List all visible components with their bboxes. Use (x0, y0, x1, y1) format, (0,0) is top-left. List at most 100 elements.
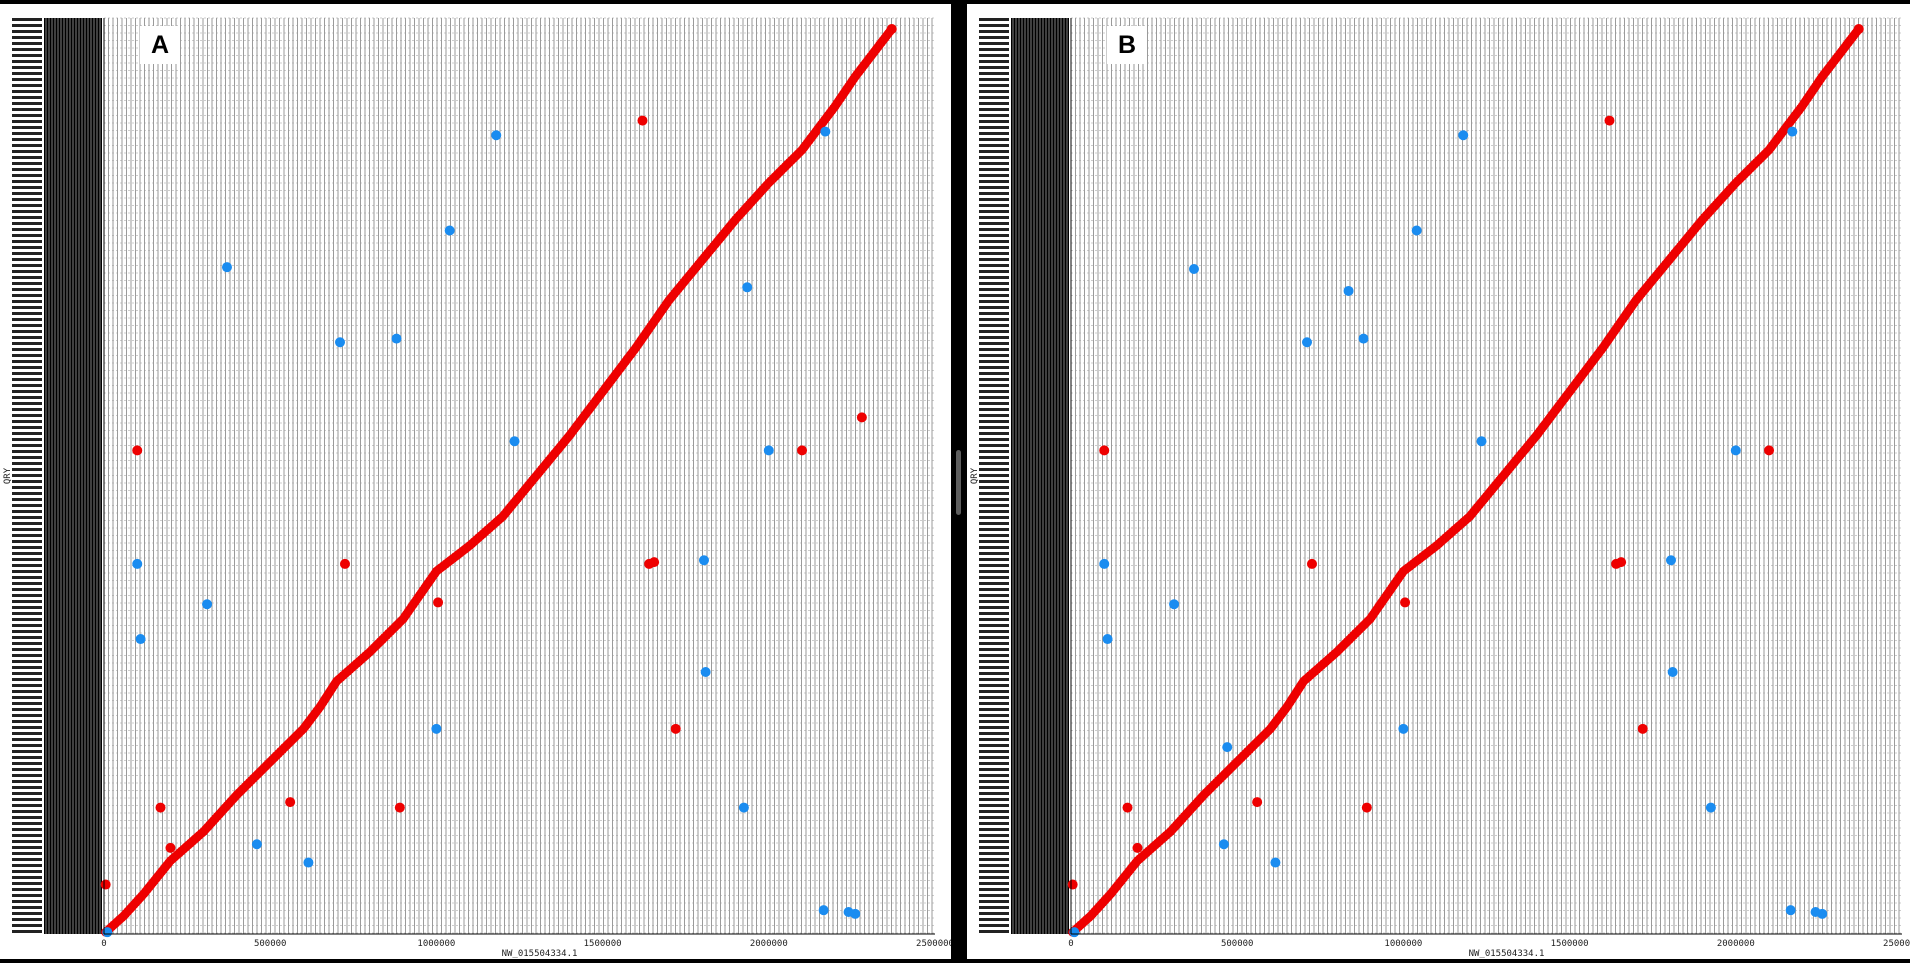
y-tick-label (12, 480, 42, 483)
y-tick-label (12, 834, 42, 837)
y-tick-label (12, 924, 42, 927)
y-tick-label (12, 132, 42, 135)
y-tick-label (12, 624, 42, 627)
y-tick-label (979, 96, 1009, 99)
y-tick-label (979, 234, 1009, 237)
y-tick-label (979, 426, 1009, 429)
y-tick-label (12, 540, 42, 543)
y-tick-label (979, 870, 1009, 873)
y-axis-label: QRY (3, 467, 13, 484)
forward-match-point (1604, 115, 1615, 126)
reverse-match-point (431, 723, 442, 734)
y-tick-label (12, 306, 42, 309)
reverse-match-point (1787, 126, 1798, 137)
reverse-match-point (1665, 555, 1676, 566)
y-tick-label (979, 570, 1009, 573)
y-tick-label (12, 762, 42, 765)
y-tick-label (979, 690, 1009, 693)
y-tick-label (12, 552, 42, 555)
y-tick-label (12, 108, 42, 111)
forward-match-point (856, 412, 867, 423)
reverse-match-point (1222, 742, 1233, 753)
y-tick-label (12, 90, 42, 93)
y-tick-label (12, 204, 42, 207)
y-tick-label (12, 84, 42, 87)
y-tick-label (979, 414, 1009, 417)
y-tick-label (12, 666, 42, 669)
y-tick-label (12, 720, 42, 723)
y-tick-label (979, 594, 1009, 597)
y-tick-label (979, 780, 1009, 783)
y-tick-label (979, 174, 1009, 177)
y-tick-label (979, 660, 1009, 663)
y-tick-label (979, 468, 1009, 471)
y-tick-label (12, 186, 42, 189)
split-drag-handle[interactable] (956, 450, 961, 515)
y-tick-label (979, 36, 1009, 39)
y-tick-label (979, 366, 1009, 369)
y-tick-label (12, 420, 42, 423)
offdiagonal-series (1067, 115, 1828, 938)
y-tick-label (979, 144, 1009, 147)
y-tick-label (979, 372, 1009, 375)
y-tick-label (979, 612, 1009, 615)
y-tick-label (12, 192, 42, 195)
y-tick-label (979, 810, 1009, 813)
reverse-match-point (251, 839, 262, 850)
y-tick-label (979, 852, 1009, 855)
y-tick-label (979, 696, 1009, 699)
reverse-match-point (1398, 723, 1409, 734)
y-tick-label (979, 324, 1009, 327)
y-tick-label (12, 240, 42, 243)
reverse-match-point (1411, 225, 1422, 236)
y-tick-label (12, 288, 42, 291)
forward-match-point (1361, 802, 1372, 813)
y-tick-label (12, 198, 42, 201)
y-tick-label (979, 480, 1009, 483)
y-tick-label (12, 174, 42, 177)
y-tick-label (979, 42, 1009, 45)
y-tick-label (979, 150, 1009, 153)
y-tick-label (12, 66, 42, 69)
panel-label-a: A (140, 26, 180, 64)
forward-match-point (670, 723, 681, 734)
y-tick-label (12, 738, 42, 741)
y-tick-label (12, 654, 42, 657)
y-tick-label (979, 294, 1009, 297)
y-tick-label (12, 828, 42, 831)
y-tick-label (12, 570, 42, 573)
y-tick-label (12, 264, 42, 267)
forward-match-point (1400, 597, 1411, 608)
x-tick-label: 2500000 (1883, 939, 1910, 949)
y-tick-label (12, 558, 42, 561)
x-tick-label: 1500000 (1551, 939, 1589, 949)
dotplot-panel-a: QRY NW_015504334.1 0 500000 1000000 1500000 20… (0, 4, 951, 959)
y-tick-label (979, 270, 1009, 273)
forward-match-point (1306, 558, 1317, 569)
y-tick-label (12, 684, 42, 687)
y-tick-label (12, 354, 42, 357)
y-tick-label (12, 882, 42, 885)
y-tick-label (979, 48, 1009, 51)
y-tick-label (12, 546, 42, 549)
y-tick-label (12, 804, 42, 807)
y-tick-label (979, 288, 1009, 291)
y-tick-label (979, 522, 1009, 525)
forward-match-point (394, 802, 405, 813)
reverse-match-point (1188, 263, 1199, 274)
y-tick-label (979, 756, 1009, 759)
y-tick-label (12, 210, 42, 213)
y-tick-label (979, 318, 1009, 321)
split-divider[interactable] (951, 0, 967, 963)
y-tick-label (12, 384, 42, 387)
y-tick-label (979, 438, 1009, 441)
y-tick-label (979, 306, 1009, 309)
y-tick-label (12, 36, 42, 39)
y-tick-label (979, 264, 1009, 267)
y-tick-label (12, 732, 42, 735)
reverse-match-point (491, 130, 502, 141)
y-tick-label (12, 438, 42, 441)
y-tick-label (979, 624, 1009, 627)
y-tick-label (979, 24, 1009, 27)
y-tick-label (979, 510, 1009, 513)
